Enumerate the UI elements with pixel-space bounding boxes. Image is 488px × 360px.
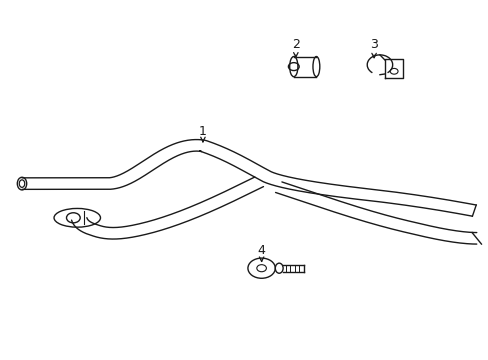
Text: 1: 1 — [199, 125, 206, 138]
Text: 4: 4 — [257, 244, 265, 257]
Text: 3: 3 — [369, 39, 377, 51]
Text: 2: 2 — [291, 39, 299, 51]
